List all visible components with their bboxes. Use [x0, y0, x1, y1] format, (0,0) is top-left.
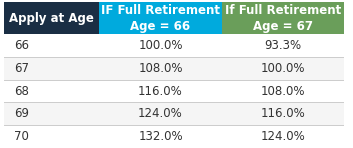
FancyBboxPatch shape [222, 34, 344, 57]
FancyBboxPatch shape [222, 2, 344, 34]
FancyBboxPatch shape [4, 34, 99, 57]
Text: 100.0%: 100.0% [261, 62, 305, 75]
Text: 124.0%: 124.0% [261, 130, 305, 143]
Text: 70: 70 [14, 130, 29, 143]
FancyBboxPatch shape [4, 125, 99, 148]
FancyBboxPatch shape [99, 57, 222, 80]
FancyBboxPatch shape [4, 57, 99, 80]
Text: 68: 68 [14, 85, 29, 98]
FancyBboxPatch shape [99, 34, 222, 57]
Text: 67: 67 [14, 62, 29, 75]
Text: 116.0%: 116.0% [138, 85, 183, 98]
FancyBboxPatch shape [4, 2, 99, 34]
Text: 116.0%: 116.0% [261, 107, 305, 120]
FancyBboxPatch shape [99, 125, 222, 148]
FancyBboxPatch shape [222, 125, 344, 148]
Text: 93.3%: 93.3% [264, 39, 301, 52]
FancyBboxPatch shape [99, 80, 222, 102]
Text: Apply at Age: Apply at Age [9, 12, 94, 25]
Text: 69: 69 [14, 107, 29, 120]
Text: 108.0%: 108.0% [261, 85, 305, 98]
FancyBboxPatch shape [222, 102, 344, 125]
Text: 100.0%: 100.0% [138, 39, 183, 52]
FancyBboxPatch shape [222, 57, 344, 80]
FancyBboxPatch shape [99, 2, 222, 34]
Text: 124.0%: 124.0% [138, 107, 183, 120]
Text: 108.0%: 108.0% [138, 62, 183, 75]
Text: 132.0%: 132.0% [138, 130, 183, 143]
FancyBboxPatch shape [222, 80, 344, 102]
Text: 66: 66 [14, 39, 29, 52]
FancyBboxPatch shape [99, 102, 222, 125]
FancyBboxPatch shape [4, 102, 99, 125]
Text: If Full Retirement
Age = 67: If Full Retirement Age = 67 [225, 4, 341, 33]
FancyBboxPatch shape [4, 80, 99, 102]
Text: IF Full Retirement
Age = 66: IF Full Retirement Age = 66 [101, 4, 220, 33]
